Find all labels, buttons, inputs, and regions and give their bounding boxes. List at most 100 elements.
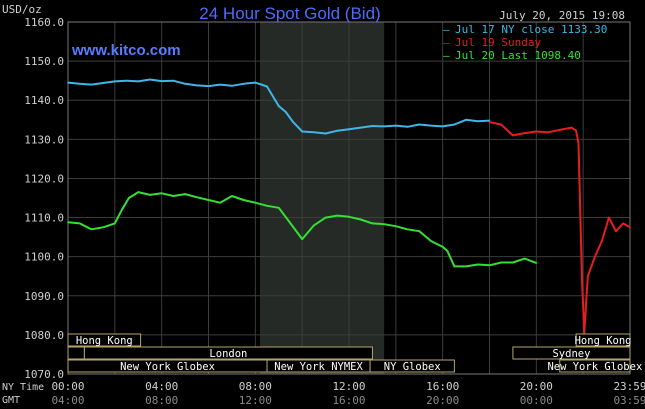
series-point: [160, 192, 163, 195]
session-bar: [67, 346, 85, 360]
x-tick-label-gmt: 08:00: [145, 394, 178, 407]
legend-dash-jul17: –: [443, 23, 450, 36]
series-point: [78, 82, 81, 85]
series-point: [395, 225, 397, 227]
series-point: [418, 123, 421, 126]
series-point: [441, 125, 444, 128]
series-point: [465, 118, 467, 121]
plot-frame: [67, 21, 631, 375]
series-point: [465, 265, 467, 268]
x-tick-label-ny: 20:00: [520, 380, 553, 393]
series-point: [488, 121, 491, 123]
series-point: [67, 81, 69, 84]
series-point: [500, 123, 503, 126]
series-point: [570, 126, 573, 129]
session-label: London: [209, 348, 247, 360]
series-point: [371, 125, 374, 127]
series-point: [406, 228, 409, 231]
series-point: [523, 257, 526, 260]
y-tick-label: 1130.0: [24, 133, 64, 146]
series-point: [219, 201, 222, 204]
series-point: [488, 119, 491, 122]
x-tick-label-ny: 00:00: [51, 380, 84, 393]
x-tick-label-gmt: 16:00: [332, 394, 365, 407]
timestamp: July 20, 2015 19:08: [499, 9, 625, 22]
series-point: [453, 265, 456, 268]
series-point: [581, 279, 583, 281]
series-point: [547, 131, 549, 134]
series-point: [406, 126, 409, 128]
y-tick-label: 1140.0: [24, 94, 64, 107]
x-tick-label-ny: 04:00: [145, 380, 178, 393]
series-point: [629, 226, 631, 229]
x-tick-label-gmt: 12:00: [239, 394, 272, 407]
y-tick-label: 1080.0: [24, 329, 64, 342]
y-tick-label: 1110.0: [24, 212, 64, 225]
chart-title: 24 Hour Spot Gold (Bid): [199, 4, 380, 23]
series-point: [125, 79, 128, 82]
series-point: [266, 205, 268, 207]
series-point: [336, 129, 339, 132]
legend-item-jul20: Jul 20 Last 1098.40: [455, 49, 581, 62]
legend-dash-jul20: –: [443, 49, 450, 62]
series-point: [301, 238, 303, 240]
x-tick-label-ny: 12:00: [332, 380, 365, 393]
series-point: [535, 262, 538, 264]
series-point: [137, 191, 140, 193]
series-point: [219, 83, 222, 86]
grid: [67, 21, 631, 375]
session-bar: [67, 333, 142, 347]
y-tick-label: 1090.0: [24, 290, 64, 303]
shaded-region: [260, 22, 385, 374]
series-point: [512, 261, 514, 264]
series-point: [102, 82, 104, 84]
series-point: [207, 85, 210, 87]
series-point: [359, 218, 362, 221]
series-point: [90, 228, 93, 231]
series-point: [348, 215, 350, 218]
series-point: [277, 206, 280, 209]
x-tick-label-ny: 16:00: [426, 380, 459, 393]
series-point: [149, 78, 151, 81]
series-point: [195, 196, 198, 199]
series-point: [441, 246, 444, 248]
series-point: [336, 214, 339, 217]
series-point: [137, 80, 140, 83]
series-point: [301, 130, 303, 133]
series-point: [128, 197, 130, 199]
series-point: [622, 222, 624, 225]
gmt-row-label: GMT: [2, 395, 20, 406]
series-point: [430, 124, 432, 127]
series-point: [184, 193, 186, 195]
series-point: [284, 111, 287, 113]
series-point: [608, 216, 610, 219]
series-point: [90, 83, 93, 86]
series-point: [575, 129, 577, 132]
series-point: [149, 194, 151, 196]
series-point: [476, 263, 479, 266]
series-point: [292, 120, 294, 123]
series-point: [430, 240, 432, 242]
y-tick-label: 1150.0: [24, 55, 64, 68]
series-point: [121, 208, 123, 211]
x-tick-label-ny: 08:00: [239, 380, 272, 393]
series-point: [254, 81, 257, 84]
series-point: [67, 221, 69, 224]
series-point: [172, 79, 175, 82]
series-point: [446, 250, 449, 252]
legend-item-jul17: Jul 17 NY close 1133.30: [455, 23, 607, 36]
series-point: [289, 222, 292, 225]
series-point: [558, 129, 561, 131]
series-point: [395, 124, 397, 127]
series-point: [577, 142, 580, 145]
session-bar: [512, 346, 631, 360]
session-label: Hong Kong: [575, 335, 632, 347]
x-tick-label-ny: 23:59: [613, 380, 645, 393]
session-label: New York NYMEX: [274, 361, 363, 373]
y-tick-label: 1070.0: [24, 368, 64, 381]
series-point: [348, 128, 350, 130]
session-bar: [575, 333, 631, 347]
series-point: [254, 201, 257, 204]
ny-time-row-label: NY Time: [2, 382, 44, 393]
